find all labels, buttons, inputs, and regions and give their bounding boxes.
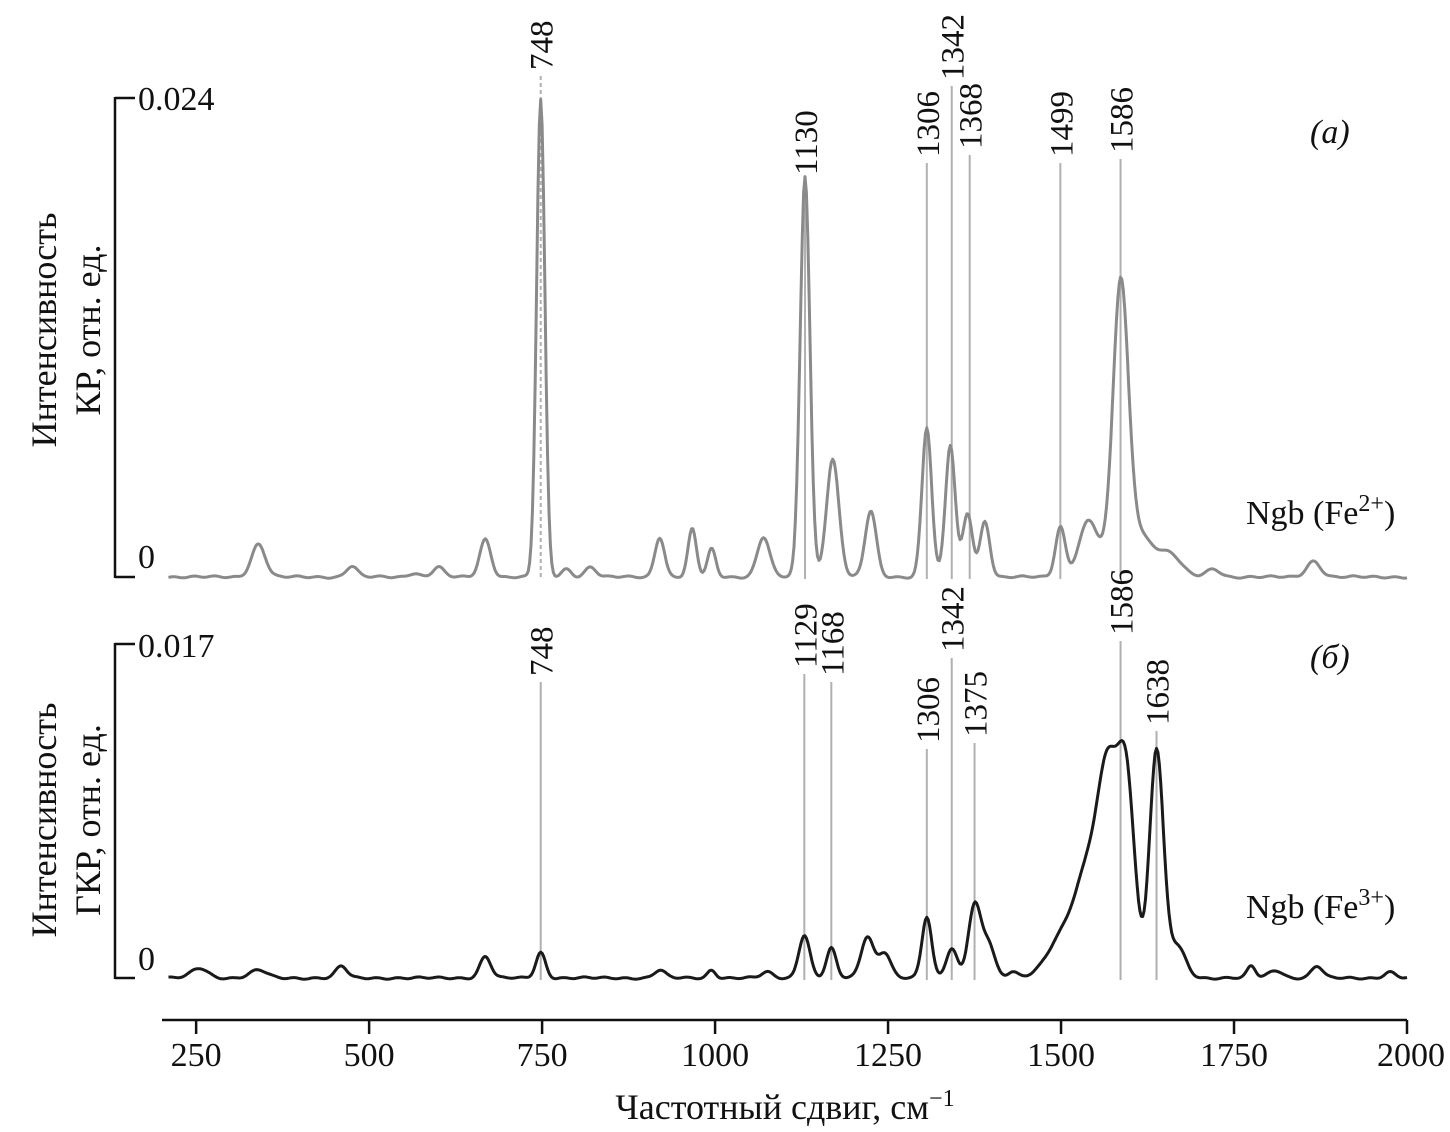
panel-b-y-label-line1: Интенсивность: [24, 703, 64, 938]
panel-b-sample-close: ): [1384, 889, 1395, 926]
x-tick-label-2000: 2000: [1377, 1037, 1445, 1074]
panel-a-sample-close: ): [1384, 495, 1395, 532]
panel-b-y-label-line2: ГКР, отн. ед.: [68, 724, 108, 916]
x-tick-label-250: 250: [171, 1037, 222, 1074]
x-axis-title-text: Частотный сдвиг, см: [615, 1087, 929, 1127]
panel-b-peak-label-1375: 1375: [959, 671, 995, 737]
panel-a-peak-label-1368: 1368: [954, 83, 990, 149]
panel-a: 0.024 0 Интенсивность КР, отн. ед. (а) N…: [24, 14, 1408, 580]
panel-a-y-label-line1: Интенсивность: [24, 213, 64, 448]
x-axis: 250 500 750 1000 1250 1500 1750 2000 Частотный …: [162, 1018, 1445, 1127]
panel-b-peak-label-1168: 1168: [815, 611, 851, 676]
panel-b-sample-charge: 3+: [1358, 885, 1384, 911]
panel-b-label: (б): [1310, 639, 1350, 676]
panel-a-label: (а): [1310, 114, 1350, 151]
x-axis-ticks: 250 500 750 1000 1250 1500 1750 2000: [171, 1020, 1445, 1074]
x-tick-label-1750: 1750: [1200, 1037, 1268, 1074]
panel-b-peak-label-1129: 1129: [788, 603, 824, 668]
panel-b-sample-label: Ngb (Fe3+): [1246, 885, 1395, 926]
panel-a-peak-label-1586: 1586: [1105, 87, 1141, 153]
panel-b-peak-label-1306: 1306: [911, 677, 947, 743]
x-tick-label-750: 750: [517, 1037, 568, 1074]
panel-b-sample-name: Ngb (Fe: [1246, 889, 1358, 926]
x-tick-label-500: 500: [344, 1037, 395, 1074]
panel-b-y-zero-label: 0: [138, 941, 155, 978]
x-tick-label-1500: 1500: [1027, 1037, 1095, 1074]
panel-b-peak-label-1586: 1586: [1105, 569, 1141, 635]
panel-a-sample-label: Ngb (Fe2+): [1246, 491, 1395, 532]
panel-a-peak-label-748: 748: [525, 21, 561, 71]
panel-b-spectrum-line: [168, 739, 1408, 981]
panel-a-peak-label-1130: 1130: [789, 110, 825, 175]
panel-a-sample-name: Ngb (Fe: [1246, 495, 1358, 532]
panel-a-peak-label-1499: 1499: [1044, 91, 1080, 157]
panel-b-peak-label-748: 748: [525, 627, 561, 677]
panel-a-sample-charge: 2+: [1358, 491, 1384, 517]
panel-b-peak-label-1342: 1342: [936, 586, 972, 652]
panel-b-y-top-label: 0.017: [138, 628, 215, 665]
panel-a-peak-label-1342: 1342: [936, 14, 972, 80]
x-tick-label-1000: 1000: [681, 1037, 749, 1074]
panel-a-y-zero-label: 0: [138, 539, 155, 576]
x-tick-label-1250: 1250: [854, 1037, 922, 1074]
panel-a-y-label-line2: КР, отн. ед.: [68, 245, 108, 416]
x-axis-title: Частотный сдвиг, см−1: [615, 1086, 954, 1127]
panel-a-spectrum-line: [168, 98, 1408, 580]
panel-b: 0.017 0 Интенсивность ГКР, отн. ед. (б) …: [24, 569, 1408, 981]
x-axis-title-unit-exponent: −1: [929, 1086, 955, 1112]
panel-a-y-top-label: 0.024: [138, 81, 215, 118]
panel-b-peak-label-1638: 1638: [1141, 659, 1177, 725]
panel-a-peak-label-1306: 1306: [911, 91, 947, 157]
